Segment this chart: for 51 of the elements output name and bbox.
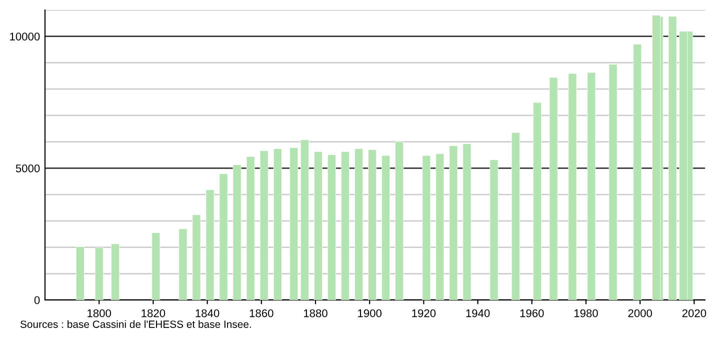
- bar: [76, 246, 84, 300]
- x-tick-label: 2020: [682, 309, 706, 318]
- bar: [232, 164, 242, 300]
- bar: [668, 16, 677, 300]
- x-tick-label: 1920: [412, 309, 436, 318]
- bar: [206, 190, 214, 300]
- x-tick-label: 1840: [196, 309, 220, 318]
- bar: [219, 174, 228, 300]
- bar: [449, 146, 458, 300]
- bar: [368, 150, 377, 300]
- x-tick-label: 2000: [628, 309, 652, 318]
- bar: [462, 143, 472, 300]
- bar: [192, 214, 201, 300]
- bar: [382, 155, 390, 300]
- bar: [178, 228, 188, 300]
- bar: [340, 151, 350, 300]
- x-tick-label: 1860: [250, 309, 274, 318]
- y-tick-label: 5000: [16, 164, 40, 172]
- bar: [490, 160, 498, 300]
- x-tick-label: 1960: [520, 309, 544, 318]
- bar: [273, 148, 282, 300]
- bar: [94, 248, 104, 300]
- bar: [568, 73, 577, 300]
- bar: [422, 155, 431, 300]
- y-tick-label: 0: [34, 296, 40, 304]
- bar: [549, 77, 558, 300]
- bar: [290, 147, 298, 300]
- bar: [327, 154, 336, 300]
- x-tick-label: 1820: [142, 309, 166, 318]
- bar: [608, 64, 618, 300]
- bar: [354, 148, 364, 300]
- bar: [395, 142, 404, 300]
- y-tick-label: 10000: [10, 32, 40, 40]
- x-tick-label: 1980: [574, 309, 598, 318]
- bar: [633, 44, 642, 300]
- bar: [152, 232, 160, 300]
- bar: [652, 15, 661, 300]
- bar: [111, 244, 120, 300]
- x-tick-label: 1940: [466, 309, 490, 318]
- x-tick-label: 1800: [88, 309, 112, 318]
- bar: [587, 72, 596, 300]
- bar: [511, 132, 520, 300]
- bar: [533, 102, 542, 300]
- bar: [314, 151, 322, 300]
- bar: [260, 150, 268, 300]
- bar: [436, 153, 444, 300]
- bar: [300, 140, 309, 300]
- x-tick-label: 1880: [304, 309, 328, 318]
- x-tick-label: 1900: [358, 309, 382, 318]
- bar: [246, 156, 255, 300]
- source-note: Sources : base Cassini de l'EHESS et base Insee.: [20, 320, 251, 328]
